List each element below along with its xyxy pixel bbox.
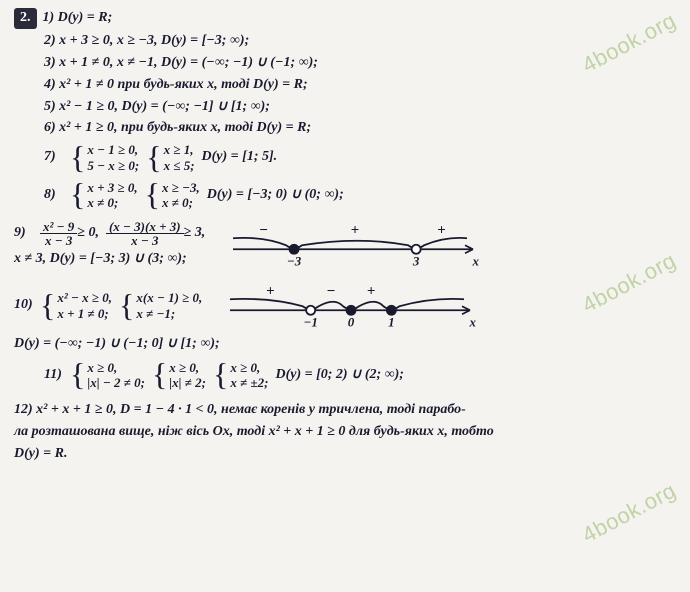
brace: { x ≥ 1, x ≤ 5; xyxy=(146,142,194,173)
brace: { x ≥ 0, |x| ≠ 2; xyxy=(152,360,206,391)
result: D(y) = [1; 5]. xyxy=(202,148,278,167)
svg-text:x: x xyxy=(472,253,480,268)
brace-row: 5 − x ≥ 0; xyxy=(87,158,139,174)
brace-row: x − 1 ≥ 0, xyxy=(87,142,139,158)
denominator: x − 3 xyxy=(128,234,161,247)
item-9-line2: x ≠ 3, D(y) = [−3; 3) ∪ (3; ∞); xyxy=(14,250,205,269)
item-10-line1: 10) { x² − x ≥ 0, x + 1 ≠ 0; { x(x − 1) … xyxy=(14,290,202,321)
sign-chart-9: −3 3 − + + x xyxy=(225,219,485,274)
text: 3) x + 1 ≠ 0, x ≠ −1, D(y) = (−∞; −1) ∪ … xyxy=(44,54,318,73)
item-7: 7) { x − 1 ≥ 0, 5 − x ≥ 0; { x ≥ 1, x ≤ … xyxy=(14,142,676,173)
brace: { x ≥ 0, |x| − 2 ≠ 0; xyxy=(70,360,145,391)
line-5: 5) x² − 1 ≥ 0, D(y) = (−∞; −1] ∪ [1; ∞); xyxy=(14,98,676,117)
svg-text:−: − xyxy=(260,222,269,238)
item-num: 7) xyxy=(44,148,70,167)
brace: { x² − x ≥ 0, x + 1 ≠ 0; xyxy=(40,290,112,321)
brace-row: x ≥ 0, xyxy=(87,360,145,376)
brace-row: x + 3 ≥ 0, xyxy=(87,180,137,196)
result: D(y) = [0; 2) ∪ (2; ∞); xyxy=(275,366,404,385)
fraction: x² − 9 x − 3 xyxy=(40,220,77,247)
text: 1) D(y) = R; xyxy=(43,9,113,28)
item-10-line2: D(y) = (−∞; −1) ∪ (−1; 0] ∪ [1; ∞); xyxy=(14,335,676,354)
brace: { x + 3 ≥ 0, x ≠ 0; xyxy=(70,180,138,211)
item-9-line1: 9) x² − 9 x − 3 ≥ 0, (x − 3)(x + 3) x − … xyxy=(14,220,205,247)
brace-row: x ≥ 1, xyxy=(164,142,195,158)
item-num: 11) xyxy=(44,366,70,385)
sign-chart-10: −1 0 1 + − + x xyxy=(222,280,482,335)
brace-row: x + 1 ≠ 0; xyxy=(57,306,112,322)
line-1: 2. 1) D(y) = R; xyxy=(14,8,676,29)
text: 6) x² + 1 ≥ 0, при будь-яких x, тоді D(y… xyxy=(44,119,311,138)
svg-text:3: 3 xyxy=(412,253,420,268)
text: 2) x + 3 ≥ 0, x ≥ −3, D(y) = [−3; ∞); xyxy=(44,32,249,51)
numerator: x² − 9 xyxy=(40,220,77,234)
svg-text:+: + xyxy=(438,222,447,238)
brace-row: x ≠ 0; xyxy=(162,195,200,211)
text: ≥ 3, xyxy=(184,224,206,243)
line-4: 4) x² + 1 ≠ 0 при будь-яких x, тоді D(y)… xyxy=(14,76,676,95)
svg-text:+: + xyxy=(367,283,376,299)
text: 5) x² − 1 ≥ 0, D(y) = (−∞; −1] ∪ [1; ∞); xyxy=(44,98,270,117)
item-12-line1: 12) x² + x + 1 ≥ 0, D = 1 − 4 · 1 < 0, н… xyxy=(14,401,676,420)
line-2: 2) x + 3 ≥ 0, x ≥ −3, D(y) = [−3; ∞); xyxy=(14,32,676,51)
item-11: 11) { x ≥ 0, |x| − 2 ≠ 0; { x ≥ 0, |x| ≠… xyxy=(14,360,676,391)
line-3: 3) x + 1 ≠ 0, x ≠ −1, D(y) = (−∞; −1) ∪ … xyxy=(14,54,676,73)
watermark: 4book.org xyxy=(578,477,681,548)
brace: { x − 1 ≥ 0, 5 − x ≥ 0; xyxy=(70,142,139,173)
brace-row: x ≥ −3, xyxy=(162,180,200,196)
numerator: (x − 3)(x + 3) xyxy=(106,220,184,234)
brace-row: x ≠ −1; xyxy=(136,306,202,322)
line-6: 6) x² + 1 ≥ 0, при будь-яких x, тоді D(y… xyxy=(14,119,676,138)
text: ≥ 0, xyxy=(77,224,99,243)
brace-row: x ≥ 0, xyxy=(169,360,206,376)
item-num: 9) xyxy=(14,224,40,243)
svg-text:+: + xyxy=(266,283,275,299)
brace-row: x ≥ 0, xyxy=(230,360,268,376)
svg-text:−3: −3 xyxy=(287,253,302,268)
brace-row: x² − x ≥ 0, xyxy=(57,290,112,306)
fraction: (x − 3)(x + 3) x − 3 xyxy=(106,220,184,247)
brace: { x ≥ −3, x ≠ 0; xyxy=(145,180,200,211)
brace-row: |x| − 2 ≠ 0; xyxy=(87,375,145,391)
brace-row: x ≠ ±2; xyxy=(230,375,268,391)
item-num: 8) xyxy=(44,186,70,205)
svg-text:0: 0 xyxy=(348,314,355,329)
text: 4) x² + 1 ≠ 0 при будь-яких x, тоді D(y)… xyxy=(44,76,308,95)
item-9-row: 9) x² − 9 x − 3 ≥ 0, (x − 3)(x + 3) x − … xyxy=(14,219,676,274)
denominator: x − 3 xyxy=(42,234,75,247)
problem-number: 2. xyxy=(14,8,37,29)
result: D(y) = [−3; 0) ∪ (0; ∞); xyxy=(207,186,344,205)
brace-row: |x| ≠ 2; xyxy=(169,375,206,391)
svg-text:+: + xyxy=(351,222,360,238)
brace-row: x ≠ 0; xyxy=(87,195,137,211)
svg-text:1: 1 xyxy=(388,314,395,329)
svg-text:−1: −1 xyxy=(304,314,318,329)
item-12-line2: ла розташована вище, ніж вісь Ox, тоді x… xyxy=(14,423,676,442)
brace-row: x ≤ 5; xyxy=(164,158,195,174)
item-num: 10) xyxy=(14,296,40,315)
item-12-line3: D(y) = R. xyxy=(14,445,676,464)
brace: { x(x − 1) ≥ 0, x ≠ −1; xyxy=(119,290,202,321)
brace-row: x(x − 1) ≥ 0, xyxy=(136,290,202,306)
svg-text:−: − xyxy=(327,283,336,299)
svg-text:x: x xyxy=(469,314,477,329)
item-10-row: 10) { x² − x ≥ 0, x + 1 ≠ 0; { x(x − 1) … xyxy=(14,280,676,335)
item-8: 8) { x + 3 ≥ 0, x ≠ 0; { x ≥ −3, x ≠ 0; … xyxy=(14,180,676,211)
brace: { x ≥ 0, x ≠ ±2; xyxy=(213,360,268,391)
